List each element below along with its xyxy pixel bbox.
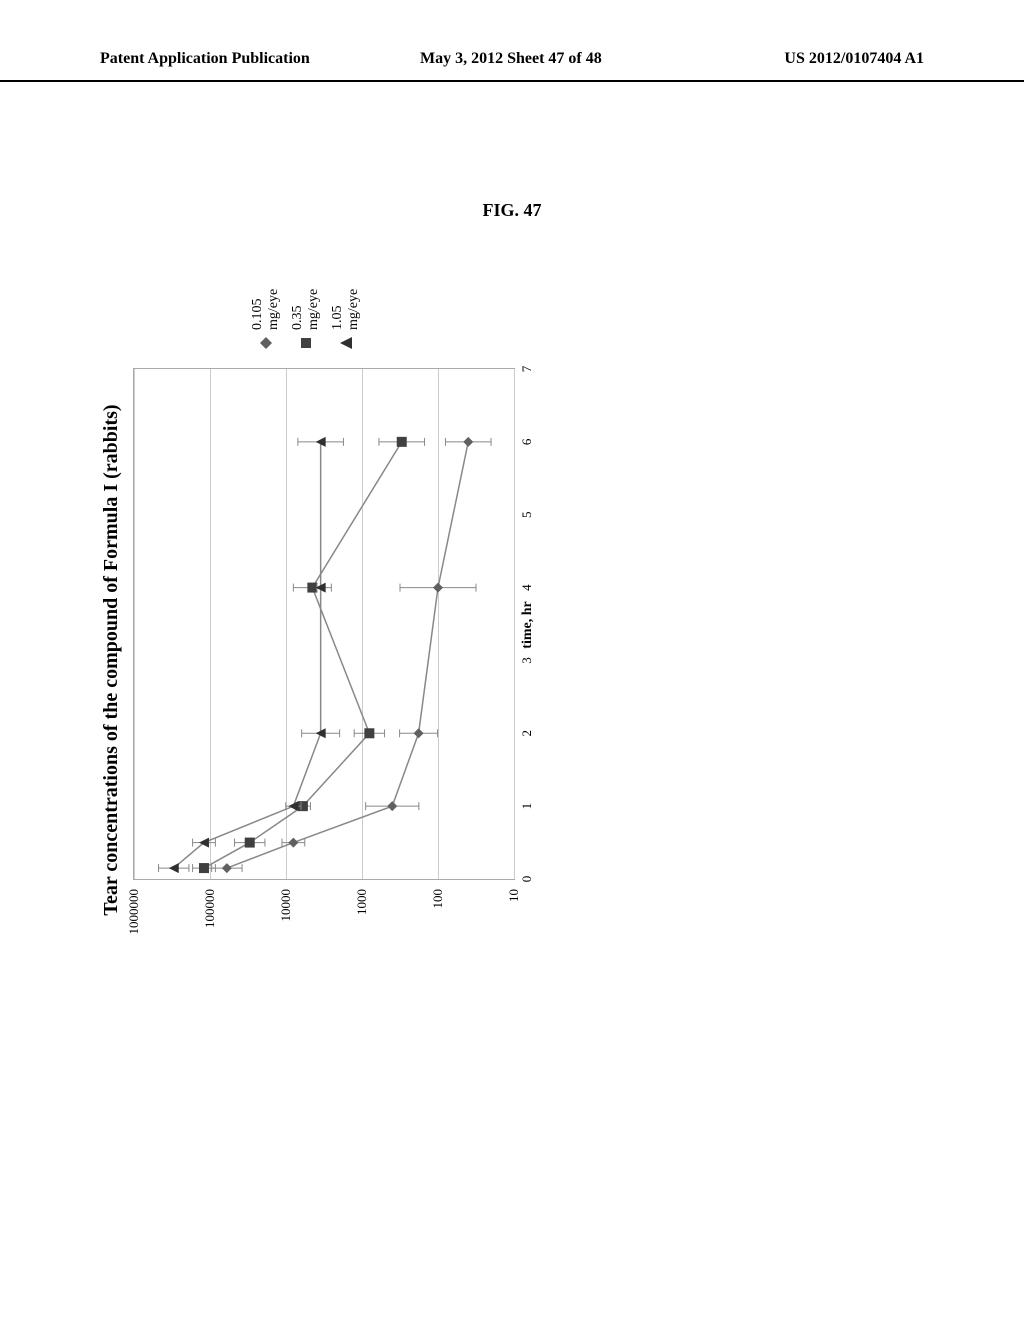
diamond-marker-icon	[288, 838, 298, 848]
y-tick-label: 1000	[354, 889, 370, 969]
square-marker-icon	[397, 437, 407, 447]
diamond-marker-icon	[259, 336, 273, 350]
plot-svg	[134, 369, 514, 879]
gridline	[514, 369, 515, 879]
x-tick-label: 2	[519, 730, 535, 737]
plot-area: 101001000100001000001000000 01234567	[133, 368, 515, 880]
square-marker-icon	[364, 728, 374, 738]
x-tick-label: 5	[519, 511, 535, 518]
legend: 0.105 mg/eye 0.35 mg/eye 1.05 mg/eye	[250, 289, 370, 350]
page-header: Patent Application Publication May 3, 20…	[0, 50, 1024, 82]
legend-item: 1.05 mg/eye	[330, 289, 362, 350]
square-marker-icon	[299, 336, 313, 350]
figure-label: FIG. 47	[0, 200, 1024, 221]
header-left-text: Patent Application Publication	[100, 50, 310, 68]
diamond-marker-icon	[222, 863, 232, 873]
legend-label: 0.105 mg/eye	[250, 289, 282, 330]
header-right-text: US 2012/0107404 A1	[784, 50, 924, 68]
triangle-marker-icon	[288, 801, 298, 811]
y-tick-label: 10	[506, 889, 522, 969]
chart-container: Tear concentrations of the compound of F…	[100, 350, 920, 970]
y-tick-label: 1000000	[126, 889, 142, 969]
triangle-marker-icon	[169, 863, 179, 873]
x-tick-label: 7	[519, 366, 535, 373]
square-marker-icon	[199, 863, 209, 873]
x-tick-label: 4	[519, 584, 535, 591]
chart-title: Tear concentrations of the compound of F…	[100, 350, 123, 970]
x-tick-label: 6	[519, 439, 535, 446]
diamond-marker-icon	[387, 801, 397, 811]
legend-item: 0.35 mg/eye	[290, 289, 322, 350]
series-line	[227, 442, 468, 868]
x-tick-label: 3	[519, 657, 535, 664]
legend-item: 0.105 mg/eye	[250, 289, 282, 350]
diamond-marker-icon	[414, 728, 424, 738]
x-tick-label: 1	[519, 803, 535, 810]
diamond-marker-icon	[433, 583, 443, 593]
square-marker-icon	[245, 838, 255, 848]
y-tick-label: 10000	[278, 889, 294, 969]
y-tick-label: 100	[430, 889, 446, 969]
triangle-marker-icon	[339, 336, 353, 350]
header-mid-text: May 3, 2012 Sheet 47 of 48	[420, 50, 602, 68]
legend-label: 1.05 mg/eye	[330, 289, 362, 330]
x-tick-label: 0	[519, 876, 535, 883]
diamond-marker-icon	[463, 437, 473, 447]
y-tick-label: 100000	[202, 889, 218, 969]
legend-label: 0.35 mg/eye	[290, 289, 322, 330]
